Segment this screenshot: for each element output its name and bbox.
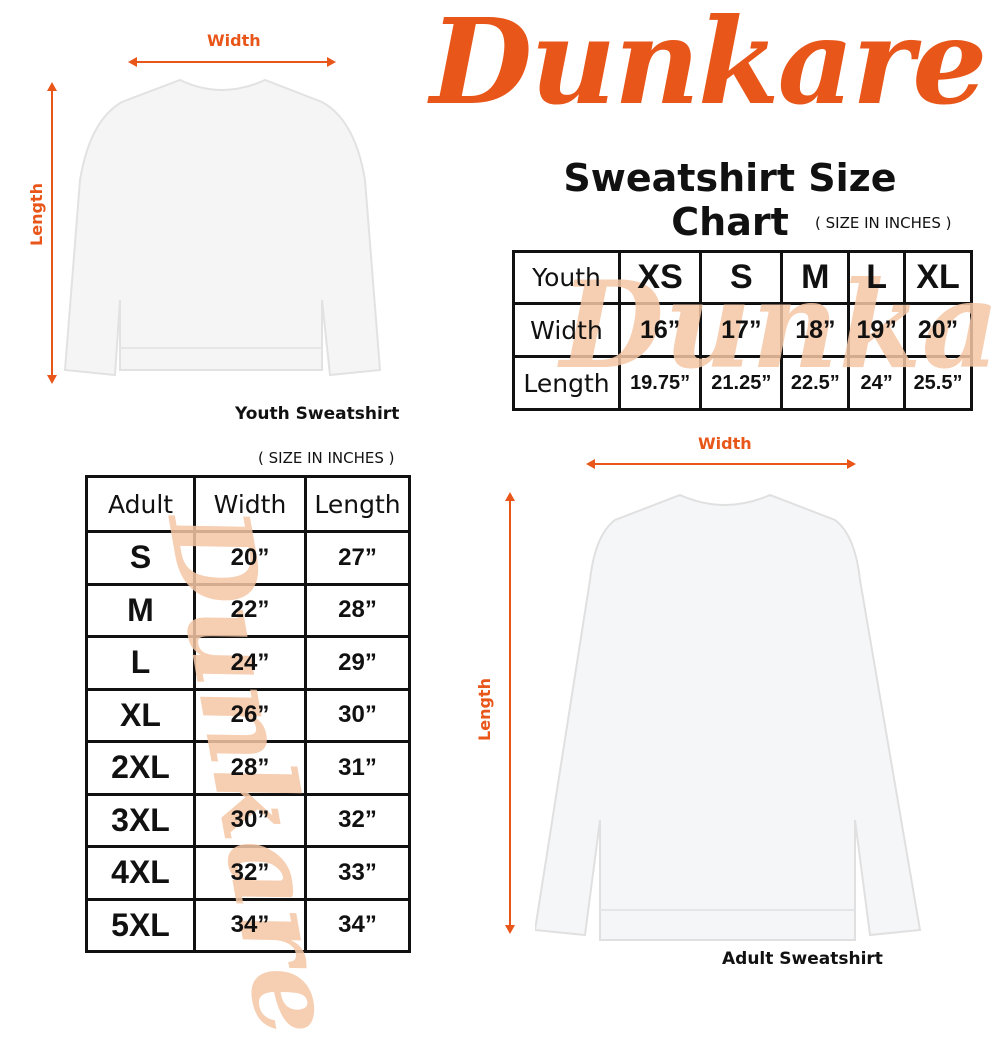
header-cell: XL bbox=[903, 250, 973, 305]
table-row: 2XL 28” 31” bbox=[85, 740, 411, 796]
table-cell: 34” bbox=[304, 897, 411, 953]
table-cell: 22” bbox=[193, 582, 307, 638]
youth-size-table: Youth XS S M L XL Width 16” 17” 18” 19” … bbox=[512, 250, 973, 411]
youth-width-arrow bbox=[128, 57, 336, 67]
youth-sweatshirt-image bbox=[63, 78, 382, 377]
row-label: Width bbox=[512, 302, 621, 358]
table-cell: 31” bbox=[304, 740, 411, 796]
size-label: XL bbox=[85, 687, 196, 743]
table-row: Youth XS S M L XL bbox=[512, 250, 973, 305]
table-cell: 33” bbox=[304, 845, 411, 901]
size-label: M bbox=[85, 582, 196, 638]
table-cell: 30” bbox=[193, 792, 307, 848]
size-label: 4XL bbox=[85, 845, 196, 901]
size-label: S bbox=[85, 530, 196, 586]
header-cell: S bbox=[699, 250, 784, 305]
table-cell: 16” bbox=[617, 302, 703, 358]
table-cell: 25.5” bbox=[903, 355, 973, 411]
adult-width-label: Width bbox=[698, 434, 752, 453]
table-cell: 26” bbox=[193, 687, 307, 743]
table-cell: 24” bbox=[193, 635, 307, 691]
adult-size-table: Adult Width Length S 20” 27” M 22” 28” L 24” 29”… bbox=[85, 475, 411, 953]
header-cell: Width bbox=[193, 475, 307, 533]
table-row: S 20” 27” bbox=[85, 530, 411, 586]
table-row: 4XL 32” 33” bbox=[85, 845, 411, 901]
table-cell: 20” bbox=[193, 530, 307, 586]
header-cell: XS bbox=[617, 250, 703, 305]
header-cell: M bbox=[780, 250, 851, 305]
table-cell: 19” bbox=[847, 302, 907, 358]
table-cell: 20” bbox=[903, 302, 973, 358]
table-cell: 17” bbox=[699, 302, 784, 358]
table-cell: 27” bbox=[304, 530, 411, 586]
table-row: Length 19.75” 21.25” 22.5” 24” 25.5” bbox=[512, 355, 973, 411]
adult-length-arrow bbox=[505, 492, 515, 934]
table-row: Adult Width Length bbox=[85, 475, 411, 533]
youth-units-note: ( SIZE IN INCHES ) bbox=[815, 214, 952, 232]
brand-logo: Dunkare bbox=[430, 0, 987, 131]
table-cell: 28” bbox=[304, 582, 411, 638]
table-cell: 29” bbox=[304, 635, 411, 691]
header-cell: L bbox=[847, 250, 907, 305]
table-row: 5XL 34” 34” bbox=[85, 897, 411, 953]
header-cell: Youth bbox=[512, 250, 621, 305]
row-label: Length bbox=[512, 355, 621, 411]
adult-sweatshirt-image bbox=[535, 493, 922, 941]
table-cell: 34” bbox=[193, 897, 307, 953]
table-cell: 18” bbox=[780, 302, 851, 358]
youth-length-label: Length bbox=[26, 183, 46, 246]
adult-width-arrow bbox=[586, 459, 856, 469]
table-row: Width 16” 17” 18” 19” 20” bbox=[512, 302, 973, 358]
table-cell: 30” bbox=[304, 687, 411, 743]
adult-units-note: ( SIZE IN INCHES ) bbox=[258, 449, 395, 467]
table-cell: 24” bbox=[847, 355, 907, 411]
table-cell: 19.75” bbox=[617, 355, 703, 411]
header-cell: Adult bbox=[85, 475, 196, 533]
page-title: Sweatshirt Size Chart bbox=[563, 156, 897, 244]
table-row: XL 26” 30” bbox=[85, 687, 411, 743]
table-row: M 22” 28” bbox=[85, 582, 411, 638]
size-label: 2XL bbox=[85, 740, 196, 796]
adult-caption: Adult Sweatshirt bbox=[722, 949, 883, 969]
table-row: L 24” 29” bbox=[85, 635, 411, 691]
adult-length-label: Length bbox=[474, 678, 494, 741]
size-label: 3XL bbox=[85, 792, 196, 848]
size-label: 5XL bbox=[85, 897, 196, 953]
table-cell: 22.5” bbox=[780, 355, 851, 411]
youth-caption: Youth Sweatshirt bbox=[235, 404, 400, 424]
youth-width-label: Width bbox=[207, 31, 261, 50]
size-label: L bbox=[85, 635, 196, 691]
table-cell: 32” bbox=[193, 845, 307, 901]
header-cell: Length bbox=[304, 475, 411, 533]
table-cell: 28” bbox=[193, 740, 307, 796]
table-cell: 32” bbox=[304, 792, 411, 848]
youth-length-arrow bbox=[47, 82, 57, 384]
table-row: 3XL 30” 32” bbox=[85, 792, 411, 848]
table-cell: 21.25” bbox=[699, 355, 784, 411]
